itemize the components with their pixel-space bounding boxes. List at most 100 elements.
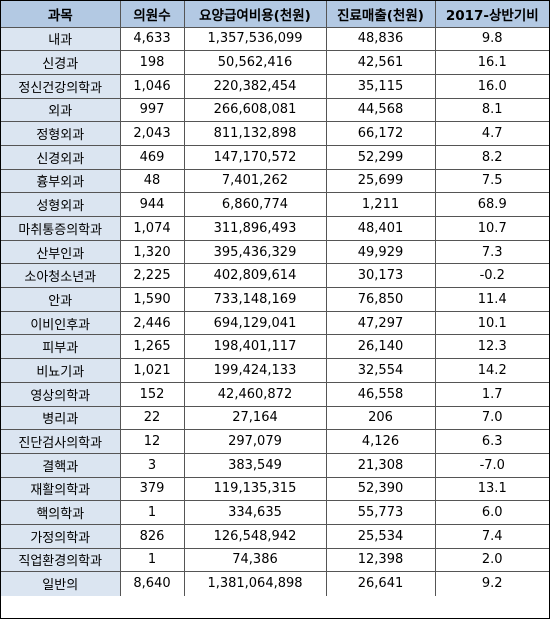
benefit-cost-cell: 199,424,133 [183, 358, 327, 383]
department-cell: 내과 [1, 26, 121, 52]
table-row: 직업환경의학과 1 74,386 12,398 2.0 [1, 547, 549, 573]
h1-ratio-cell: 7.0 [434, 405, 549, 431]
department-cell: 마취통증의학과 [1, 216, 121, 241]
revenue-cell: 206 [325, 405, 436, 431]
revenue-cell: 26,140 [325, 334, 436, 360]
clinic-count-cell: 152 [119, 381, 185, 407]
header-clinic-count: 의원수 [119, 1, 185, 28]
benefit-cost-cell: 147,170,572 [183, 144, 327, 170]
revenue-cell: 76,850 [325, 287, 436, 312]
benefit-cost-cell: 126,548,942 [183, 523, 327, 549]
revenue-cell: 47,297 [325, 310, 436, 336]
department-cell: 안과 [1, 287, 121, 312]
department-cell: 결핵과 [1, 452, 121, 478]
department-cell: 신경과 [1, 50, 121, 75]
department-cell: 흉부외과 [1, 168, 121, 194]
benefit-cost-cell: 402,809,614 [183, 263, 327, 289]
clinic-count-cell: 1,590 [119, 287, 185, 312]
h1-ratio-cell: 6.3 [434, 429, 549, 454]
h1-ratio-cell: 14.2 [434, 358, 549, 383]
h1-ratio-cell: 13.1 [434, 476, 549, 502]
benefit-cost-cell: 733,148,169 [183, 287, 327, 312]
benefit-cost-cell: 694,129,041 [183, 310, 327, 336]
department-stats-table: 과목 의원수 요양급여비용(천원) 진료매출(천원) 2017-상반기비 내과 4… [1, 1, 549, 596]
benefit-cost-cell: 811,132,898 [183, 121, 327, 146]
benefit-cost-cell: 334,635 [183, 500, 327, 525]
table-row: 산부인과 1,320 395,436,329 49,929 7.3 [1, 239, 549, 265]
header-department: 과목 [1, 1, 121, 28]
benefit-cost-cell: 198,401,117 [183, 334, 327, 360]
clinic-count-cell: 379 [119, 476, 185, 502]
clinic-count-cell: 22 [119, 405, 185, 431]
clinic-count-cell: 826 [119, 523, 185, 549]
benefit-cost-cell: 395,436,329 [183, 239, 327, 265]
department-cell: 진단검사의학과 [1, 429, 121, 454]
benefit-cost-cell: 1,357,536,099 [183, 26, 327, 52]
table-row: 신경외과 469 147,170,572 52,299 8.2 [1, 144, 549, 170]
revenue-cell: 1,211 [325, 192, 436, 217]
clinic-count-cell: 2,043 [119, 121, 185, 146]
department-cell: 이비인후과 [1, 310, 121, 336]
table-row: 외과 997 266,608,081 44,568 8.1 [1, 97, 549, 123]
table-row: 정형외과 2,043 811,132,898 66,172 4.7 [1, 121, 549, 146]
department-cell: 핵의학과 [1, 500, 121, 525]
h1-ratio-cell: -0.2 [434, 263, 549, 289]
h1-ratio-cell: 16.1 [434, 50, 549, 75]
header-row: 과목 의원수 요양급여비용(천원) 진료매출(천원) 2017-상반기비 [1, 1, 549, 28]
department-cell: 재활의학과 [1, 476, 121, 502]
h1-ratio-cell: 1.7 [434, 381, 549, 407]
header-h1-ratio: 2017-상반기비 [434, 1, 549, 28]
h1-ratio-cell: 7.3 [434, 239, 549, 265]
benefit-cost-cell: 297,079 [183, 429, 327, 454]
table-row: 핵의학과 1 334,635 55,773 6.0 [1, 500, 549, 525]
h1-ratio-cell: 8.1 [434, 97, 549, 123]
table-row: 마취통증의학과 1,074 311,896,493 48,401 10.7 [1, 216, 549, 241]
department-cell: 신경외과 [1, 144, 121, 170]
clinic-count-cell: 2,446 [119, 310, 185, 336]
department-cell: 영상의학과 [1, 381, 121, 407]
benefit-cost-cell: 1,381,064,898 [183, 571, 327, 596]
table-row: 영상의학과 152 42,460,872 46,558 1.7 [1, 381, 549, 407]
clinic-count-cell: 198 [119, 50, 185, 75]
benefit-cost-cell: 42,460,872 [183, 381, 327, 407]
table-row: 일반의 8,640 1,381,064,898 26,641 9.2 [1, 571, 549, 596]
revenue-cell: 35,115 [325, 73, 436, 99]
table-row: 안과 1,590 733,148,169 76,850 11.4 [1, 287, 549, 312]
clinic-count-cell: 3 [119, 452, 185, 478]
header-revenue: 진료매출(천원) [325, 1, 436, 28]
department-cell: 비뇨기과 [1, 358, 121, 383]
h1-ratio-cell: 68.9 [434, 192, 549, 217]
h1-ratio-cell: 10.7 [434, 216, 549, 241]
table-row: 결핵과 3 383,549 21,308 -7.0 [1, 452, 549, 478]
benefit-cost-cell: 266,608,081 [183, 97, 327, 123]
header-benefit-cost: 요양급여비용(천원) [183, 1, 327, 28]
clinic-count-cell: 1,074 [119, 216, 185, 241]
benefit-cost-cell: 6,860,774 [183, 192, 327, 217]
clinic-count-cell: 1,265 [119, 334, 185, 360]
h1-ratio-cell: 9.8 [434, 26, 549, 52]
revenue-cell: 42,561 [325, 50, 436, 75]
revenue-cell: 12,398 [325, 547, 436, 573]
clinic-count-cell: 1,021 [119, 358, 185, 383]
benefit-cost-cell: 220,382,454 [183, 73, 327, 99]
benefit-cost-cell: 50,562,416 [183, 50, 327, 75]
table-row: 내과 4,633 1,357,536,099 48,836 9.8 [1, 26, 549, 52]
h1-ratio-cell: 7.5 [434, 168, 549, 194]
revenue-cell: 44,568 [325, 97, 436, 123]
clinic-count-cell: 48 [119, 168, 185, 194]
table-row: 소아청소년과 2,225 402,809,614 30,173 -0.2 [1, 263, 549, 289]
revenue-cell: 48,401 [325, 216, 436, 241]
benefit-cost-cell: 7,401,262 [183, 168, 327, 194]
revenue-cell: 52,390 [325, 476, 436, 502]
table-row: 재활의학과 379 119,135,315 52,390 13.1 [1, 476, 549, 502]
department-cell: 병리과 [1, 405, 121, 431]
revenue-cell: 25,699 [325, 168, 436, 194]
clinic-count-cell: 1 [119, 547, 185, 573]
table-row: 흉부외과 48 7,401,262 25,699 7.5 [1, 168, 549, 194]
revenue-cell: 48,836 [325, 26, 436, 52]
clinic-count-cell: 997 [119, 97, 185, 123]
department-cell: 가정의학과 [1, 523, 121, 549]
revenue-cell: 55,773 [325, 500, 436, 525]
table-row: 진단검사의학과 12 297,079 4,126 6.3 [1, 429, 549, 454]
